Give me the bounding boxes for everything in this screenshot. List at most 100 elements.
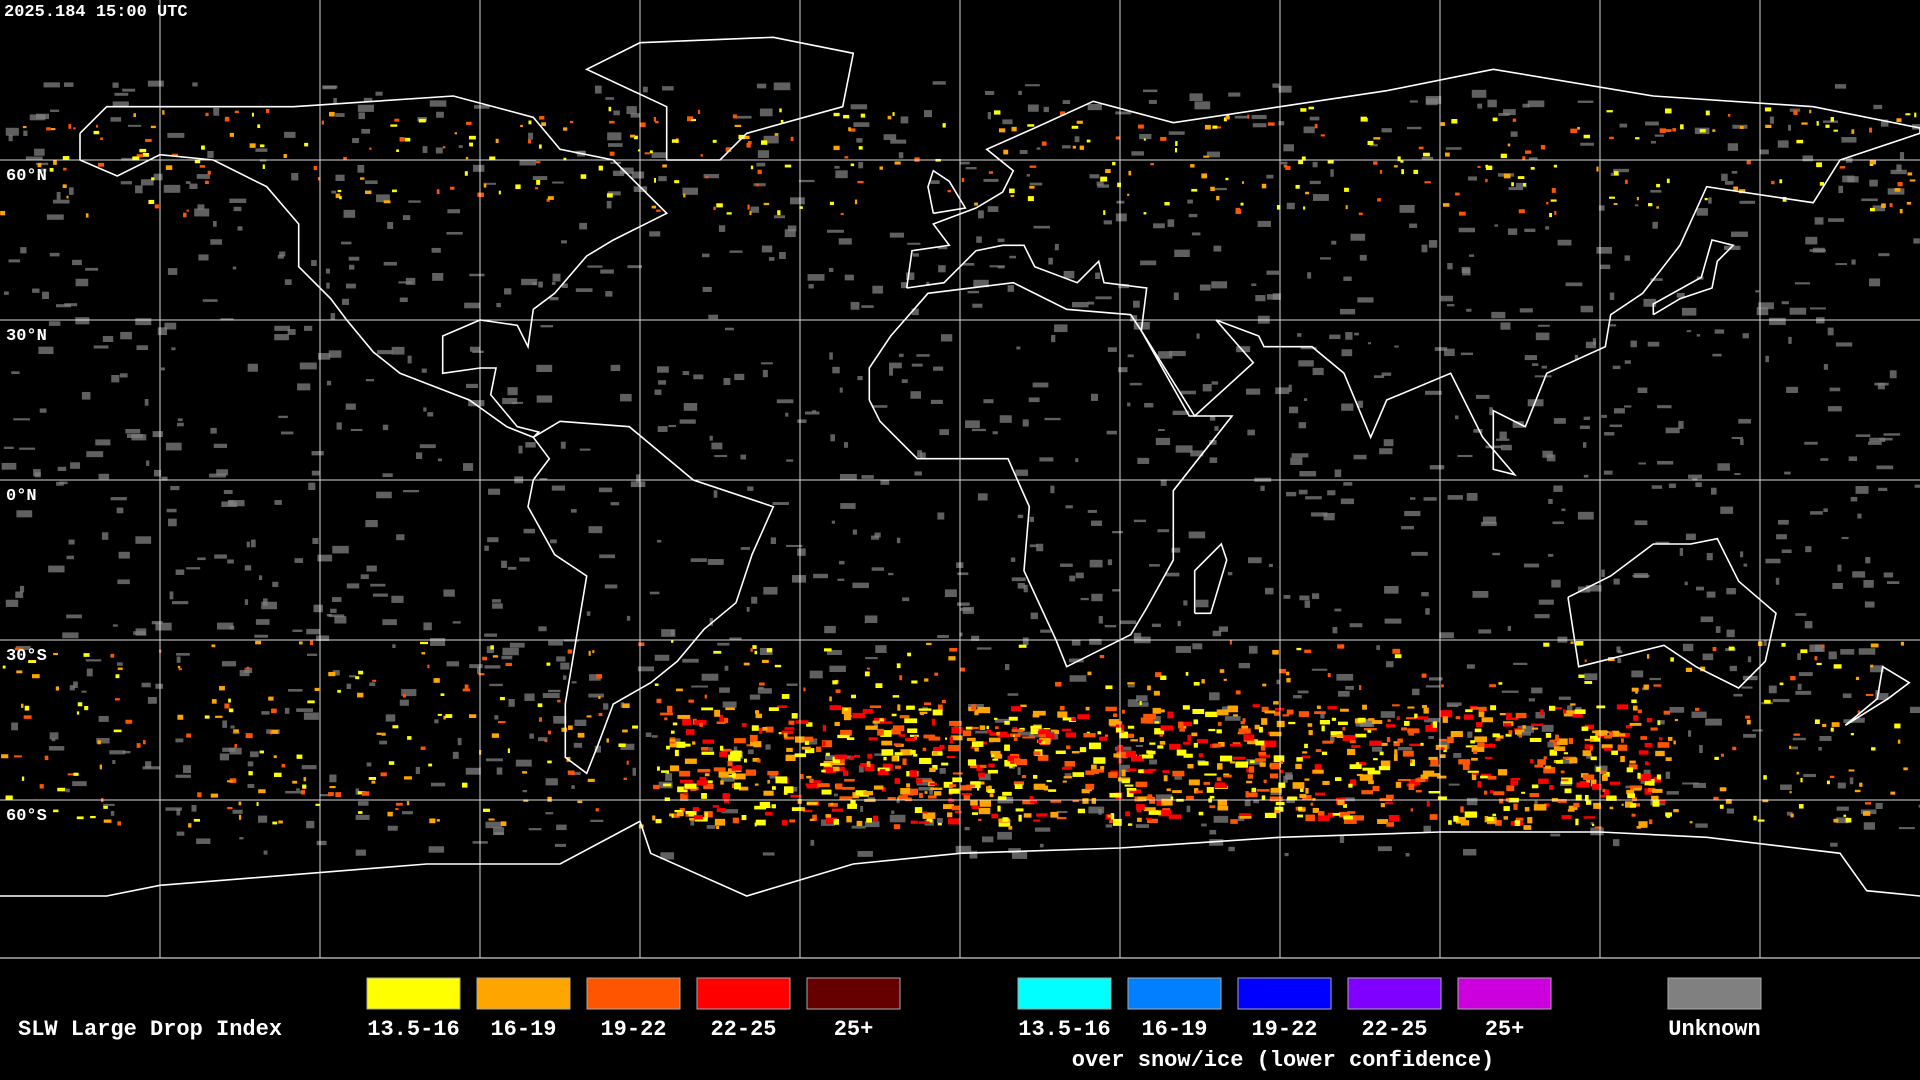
cloud-pixel	[983, 399, 994, 404]
drop-pixel	[1302, 795, 1312, 800]
cloud-pixel	[965, 420, 980, 429]
drop-pixel	[381, 732, 386, 736]
cloud-pixel	[164, 322, 177, 330]
cloud-pixel	[1187, 199, 1193, 204]
drop-pixel	[980, 781, 985, 785]
cloud-pixel	[1095, 296, 1112, 300]
cloud-pixel	[415, 766, 420, 775]
cloud-pixel	[1054, 243, 1059, 251]
cloud-pixel	[1330, 736, 1335, 742]
drop-pixel	[974, 202, 978, 206]
cloud-pixel	[839, 473, 857, 481]
drop-pixel	[896, 663, 901, 669]
drop-pixel	[133, 113, 136, 117]
drop-pixel	[1037, 754, 1049, 761]
cloud-pixel	[1186, 805, 1191, 813]
drop-pixel	[1085, 706, 1090, 711]
cloud-pixel	[457, 737, 462, 746]
cloud-pixel	[1743, 563, 1748, 567]
drop-pixel	[1695, 707, 1700, 711]
drop-pixel	[1529, 737, 1542, 742]
cloud-pixel	[1039, 457, 1054, 462]
drop-pixel	[1167, 711, 1174, 719]
cloud-pixel	[1585, 585, 1602, 592]
drop-pixel	[1889, 203, 1893, 207]
cloud-pixel	[1127, 699, 1138, 707]
drop-pixel	[1360, 116, 1367, 122]
cloud-pixel	[1255, 295, 1266, 302]
cloud-pixel	[15, 645, 31, 650]
cloud-pixel	[861, 305, 874, 308]
drop-pixel	[753, 741, 762, 748]
drop-pixel	[1428, 756, 1438, 760]
drop-pixel	[1320, 134, 1326, 137]
cloud-pixel	[1717, 463, 1730, 471]
drop-pixel	[834, 721, 840, 727]
drop-pixel	[1493, 791, 1505, 796]
drop-pixel	[988, 171, 994, 174]
drop-pixel	[1032, 710, 1046, 716]
drop-pixel	[1168, 814, 1182, 819]
drop-pixel	[380, 772, 387, 777]
drop-pixel	[1260, 745, 1266, 751]
drop-pixel	[1204, 773, 1217, 776]
drop-pixel	[1555, 734, 1559, 742]
drop-pixel	[922, 812, 936, 819]
cloud-pixel	[1268, 563, 1273, 567]
drop-pixel	[505, 662, 512, 667]
drop-pixel	[623, 777, 627, 780]
drop-pixel	[809, 778, 814, 784]
drop-pixel	[747, 141, 752, 145]
drop-pixel	[1378, 766, 1391, 771]
drop-pixel	[1062, 780, 1067, 783]
drop-pixel	[515, 184, 521, 190]
drop-pixel	[1064, 760, 1076, 767]
drop-pixel	[568, 725, 573, 730]
drop-pixel	[1191, 732, 1198, 737]
cloud-pixel	[1872, 205, 1886, 212]
cloud-pixel	[1098, 809, 1102, 815]
cloud-pixel	[35, 113, 50, 120]
drop-pixel	[906, 705, 915, 710]
cloud-pixel	[1878, 487, 1888, 491]
drop-pixel	[1269, 773, 1279, 779]
cloud-pixel	[1617, 658, 1622, 664]
drop-pixel	[1131, 756, 1144, 762]
drop-pixel	[1405, 717, 1417, 720]
drop-pixel	[1732, 746, 1737, 751]
drop-pixel	[1039, 733, 1047, 738]
drop-pixel	[1243, 734, 1255, 741]
drop-pixel	[950, 735, 963, 741]
cloud-pixel	[34, 472, 41, 478]
drop-pixel	[1553, 759, 1558, 764]
drop-pixel	[1506, 785, 1515, 792]
cloud-pixel	[1030, 612, 1038, 620]
drop-pixel	[360, 177, 365, 180]
legend-swatch	[1237, 977, 1332, 1010]
cloud-pixel	[221, 661, 237, 667]
cloud-pixel	[1496, 438, 1510, 441]
cloud-pixel	[210, 239, 222, 245]
cloud-pixel	[176, 808, 181, 816]
cloud-pixel	[511, 401, 523, 404]
cloud-pixel	[1357, 400, 1364, 408]
drop-pixel	[931, 718, 936, 726]
drop-pixel	[1002, 817, 1009, 822]
drop-pixel	[1160, 136, 1167, 141]
drop-pixel	[1355, 733, 1367, 738]
cloud-pixel	[223, 489, 233, 495]
drop-pixel	[1030, 725, 1041, 729]
cloud-pixel	[1195, 599, 1209, 608]
cloud-pixel	[1731, 436, 1743, 440]
drop-pixel	[840, 766, 845, 772]
drop-pixel	[228, 698, 231, 703]
drop-pixel	[728, 754, 741, 762]
cloud-pixel	[258, 575, 263, 581]
drop-pixel	[204, 715, 210, 719]
cloud-pixel	[1874, 382, 1889, 386]
cloud-pixel	[66, 555, 75, 560]
drop-pixel	[443, 715, 446, 720]
cloud-pixel	[38, 346, 54, 355]
cloud-pixel	[1165, 572, 1180, 577]
drop-pixel	[928, 736, 941, 741]
